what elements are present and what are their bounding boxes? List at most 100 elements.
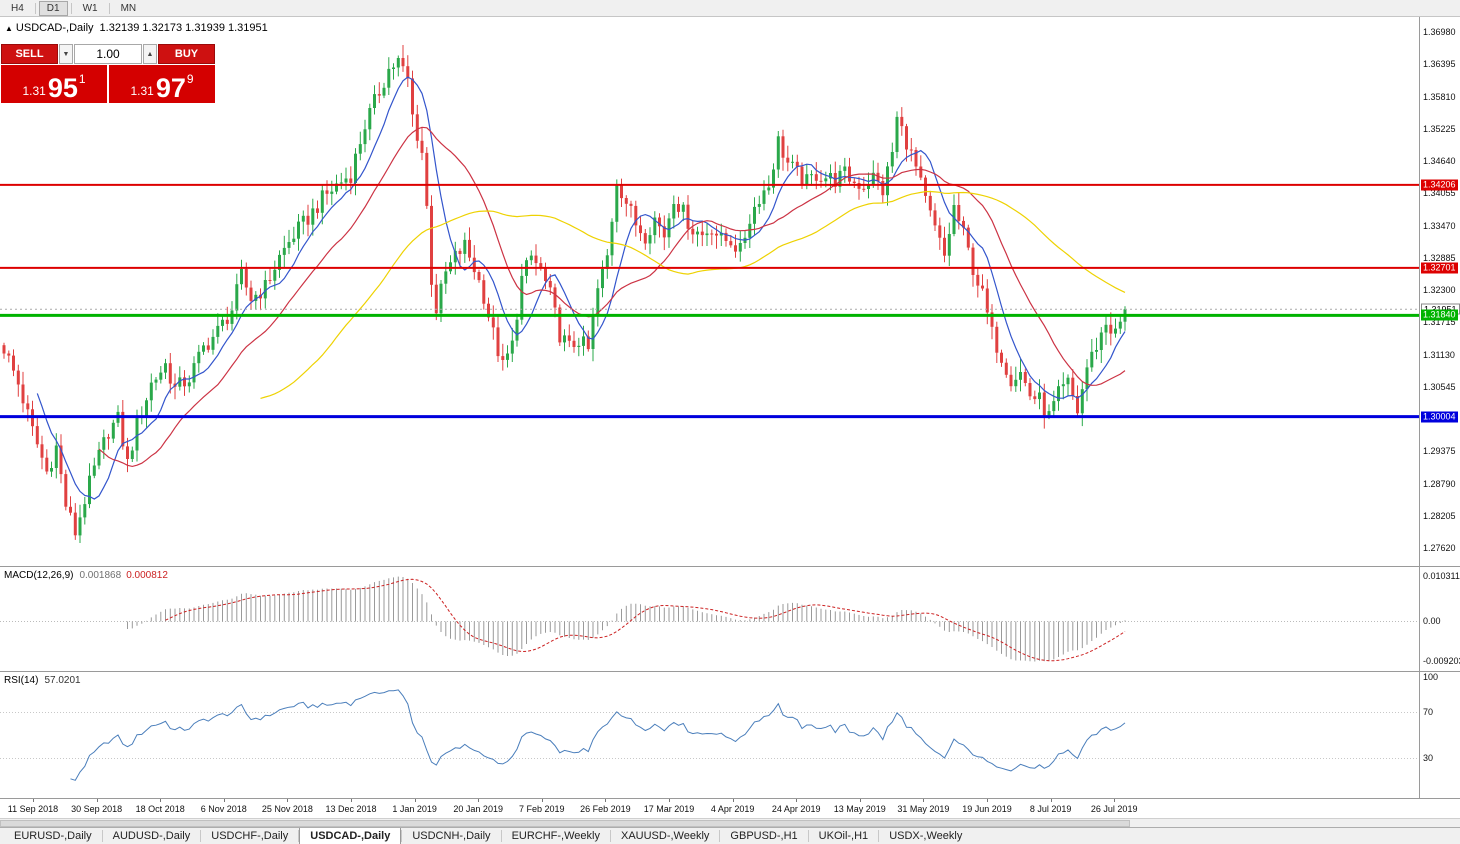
sell-button[interactable]: SELL bbox=[1, 44, 58, 64]
tab-separator bbox=[500, 830, 502, 842]
date-tick bbox=[287, 799, 289, 802]
volume-input[interactable] bbox=[74, 44, 142, 64]
price-axis-label: 1.28205 bbox=[1423, 510, 1456, 521]
price-axis-label: 1.35810 bbox=[1423, 91, 1456, 102]
timeframe-button-w1[interactable]: W1 bbox=[74, 0, 106, 16]
buy-button[interactable]: BUY bbox=[158, 44, 215, 64]
price-axis-label: 1.32300 bbox=[1423, 285, 1456, 295]
one-click-trading-panel: SELL ▼ ▲ BUY 1.31 95 1 1.31 97 9 bbox=[1, 44, 215, 103]
timeframe-button-h4[interactable]: H4 bbox=[3, 0, 32, 16]
price-axis-label: 1.31715 bbox=[1423, 317, 1456, 328]
macd-name: MACD(12,26,9) bbox=[4, 570, 74, 581]
sell-price-big: 95 bbox=[47, 73, 78, 104]
tab-separator bbox=[101, 830, 103, 842]
date-tick bbox=[1050, 799, 1052, 802]
tab-separator bbox=[609, 830, 611, 842]
buy-price-sup: 9 bbox=[186, 72, 194, 86]
volume-up-icon[interactable]: ▲ bbox=[143, 44, 157, 64]
buy-price-display[interactable]: 1.31 97 9 bbox=[109, 65, 215, 103]
scrollbar-thumb[interactable] bbox=[0, 820, 1130, 827]
chart-tab-usdx-weekly[interactable]: USDX-,Weekly bbox=[889, 830, 963, 842]
tab-separator bbox=[298, 830, 300, 842]
timeframe-button-d1[interactable]: D1 bbox=[38, 0, 68, 16]
chart-ohlc-values: 1.32139 1.32173 1.31939 1.31951 bbox=[99, 22, 268, 34]
date-tick bbox=[414, 799, 416, 802]
price-axis-label: 1.31130 bbox=[1423, 349, 1455, 360]
date-tick bbox=[160, 799, 162, 802]
horizontal-scrollbar[interactable] bbox=[0, 818, 1460, 827]
date-axis-label: 26 Jul 2019 bbox=[1090, 804, 1138, 814]
hline-price-badge: 1.30004 bbox=[1421, 411, 1458, 423]
volume-down-icon[interactable]: ▼ bbox=[59, 44, 73, 64]
price-axis-label: 1.36980 bbox=[1423, 27, 1456, 37]
chart-tab-eurchf-weekly[interactable]: EURCHF-,Weekly bbox=[511, 830, 600, 842]
rsi-name: RSI(14) bbox=[4, 675, 39, 686]
toolbar-separator bbox=[108, 2, 110, 14]
date-tick bbox=[796, 799, 798, 802]
sell-price-display[interactable]: 1.31 95 1 bbox=[1, 65, 107, 103]
tab-separator bbox=[200, 830, 202, 842]
date-tick bbox=[33, 799, 34, 802]
date-axis[interactable]: 11 Sep 2018 30 Sep 2018 18 Oct 2018 6 Nov 2… bbox=[0, 798, 1460, 818]
date-axis-label: 18 Oct 2018 bbox=[135, 804, 185, 814]
chart-tab-audusd-daily[interactable]: AUDUSD-,Daily bbox=[112, 830, 191, 842]
price-axis-label: 1.30545 bbox=[1423, 381, 1456, 392]
toolbar-separator bbox=[70, 2, 72, 14]
rsi-axis-label: 30 bbox=[1423, 752, 1434, 763]
date-axis-label: 25 Nov 2018 bbox=[261, 804, 313, 814]
chart-tab-xauusd-weekly[interactable]: XAUUSD-,Weekly bbox=[620, 830, 710, 842]
date-tick bbox=[223, 799, 225, 802]
date-axis-label: 20 Jan 2019 bbox=[453, 804, 503, 814]
macd-chart-surface[interactable] bbox=[0, 567, 1419, 671]
date-axis-label: 4 Apr 2019 bbox=[710, 804, 755, 814]
rsi-indicator-pane: RSI(14) 57.0201 bbox=[0, 671, 1419, 798]
macd-main-value: 0.001868 bbox=[79, 570, 122, 581]
chart-tab-usdchf-daily[interactable]: USDCHF-,Daily bbox=[211, 830, 289, 842]
price-axis-label: 1.36395 bbox=[1423, 59, 1456, 70]
date-tick bbox=[96, 799, 98, 802]
price-axis-label: 1.29375 bbox=[1423, 446, 1456, 457]
timeframe-button-mn[interactable]: MN bbox=[112, 0, 145, 16]
sell-price-sup: 1 bbox=[78, 72, 86, 86]
chart-tab-gbpusd-h1[interactable]: GBPUSD-,H1 bbox=[730, 830, 798, 842]
price-axis[interactable]: 1.36980 1.36395 1.35810 1.35225 1.34640 1.340… bbox=[1419, 17, 1460, 798]
macd-indicator-pane: MACD(12,26,9) 0.001868 0.000812 bbox=[0, 566, 1419, 671]
price-axis-label: 1.35225 bbox=[1423, 123, 1456, 134]
price-axis-label: 1.28790 bbox=[1423, 478, 1456, 489]
tab-separator bbox=[807, 830, 809, 842]
chart-title: ▲ USDCAD-,Daily 1.32139 1.32173 1.31939 1.… bbox=[5, 22, 268, 34]
macd-axis-label: 0.00 bbox=[1423, 615, 1441, 626]
date-tick bbox=[987, 799, 988, 802]
buy-price-big: 97 bbox=[155, 73, 186, 104]
buy-price-prefix: 1.31 bbox=[130, 84, 154, 98]
rsi-value: 57.0201 bbox=[44, 675, 81, 686]
hline-price-badge: 1.32701 bbox=[1421, 262, 1458, 274]
macd-signal-value: 0.000812 bbox=[126, 570, 168, 581]
chart-tab-eurusd-daily[interactable]: EURUSD-,Daily bbox=[14, 830, 92, 842]
chart-tab-ukoil-h1[interactable]: UKOil-,H1 bbox=[818, 830, 869, 842]
chart-tab-usdcad-daily[interactable]: USDCAD-,Daily bbox=[299, 828, 402, 844]
chart-tab-usdcnh-daily[interactable]: USDCNH-,Daily bbox=[412, 830, 491, 842]
date-axis-label: 26 Feb 2019 bbox=[580, 804, 631, 814]
date-tick bbox=[478, 799, 480, 802]
macd-axis-label: -0.009203 bbox=[1423, 655, 1460, 666]
date-tick bbox=[732, 799, 734, 802]
macd-axis-label: 0.010311 bbox=[1423, 570, 1460, 581]
chart-symbol-label: USDCAD-,Daily bbox=[15, 22, 94, 34]
price-axis-label: 1.27620 bbox=[1423, 543, 1456, 553]
date-axis-label: 1 Jan 2019 bbox=[392, 804, 437, 814]
rsi-chart-surface[interactable] bbox=[0, 672, 1419, 798]
toolbar-separator bbox=[34, 2, 36, 14]
date-tick bbox=[859, 799, 861, 802]
main-chart-surface[interactable] bbox=[0, 17, 1419, 565]
tab-separator bbox=[719, 830, 721, 842]
price-axis-label: 1.34640 bbox=[1423, 156, 1456, 166]
price-axis-label: 1.32885 bbox=[1423, 252, 1456, 263]
date-tick bbox=[923, 799, 925, 802]
hline-price-badge: 1.31840 bbox=[1421, 309, 1458, 321]
date-axis-label: 8 Jul 2019 bbox=[1029, 804, 1072, 814]
sell-price-prefix: 1.31 bbox=[22, 84, 46, 98]
date-axis-label: 30 Sep 2018 bbox=[71, 804, 123, 814]
macd-label: MACD(12,26,9) 0.001868 0.000812 bbox=[4, 570, 168, 581]
